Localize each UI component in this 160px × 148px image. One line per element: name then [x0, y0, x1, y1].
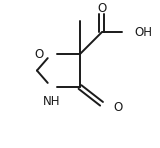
- Text: OH: OH: [135, 26, 152, 39]
- Text: O: O: [113, 101, 122, 114]
- Text: O: O: [35, 48, 44, 61]
- Text: O: O: [97, 2, 106, 15]
- Text: NH: NH: [43, 95, 60, 108]
